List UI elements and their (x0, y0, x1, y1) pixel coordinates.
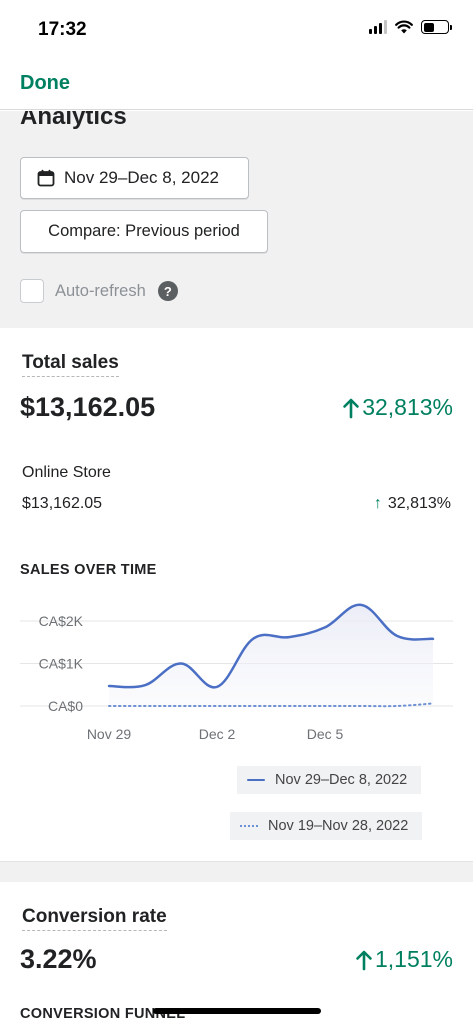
status-icons (369, 20, 452, 34)
conversion-rate-title[interactable]: Conversion rate (22, 906, 167, 931)
arrow-up-icon (356, 950, 372, 970)
page-title: Analytics (20, 111, 127, 130)
total-sales-growth: 32,813% (342, 394, 453, 421)
x-tick-label: Nov 29 (87, 726, 132, 742)
status-bar: 17:32 (0, 0, 473, 62)
legend-current-period[interactable]: Nov 29–Dec 8, 2022 (237, 766, 422, 794)
top-navigation-bar: Done (0, 62, 473, 110)
conversion-rate-card: Conversion rate 3.22% 1,151% CONVERSION … (0, 882, 473, 1024)
calendar-icon (37, 169, 55, 187)
analytics-controls: Analytics Nov 29–Dec 8, 2022 Compare: Pr… (0, 111, 473, 328)
legend-previous-label: Nov 19–Nov 28, 2022 (268, 818, 409, 834)
y-tick-label: CA$1K (39, 656, 84, 672)
legend-solid-swatch (247, 778, 265, 782)
wifi-icon (395, 20, 413, 34)
cellular-signal-icon (369, 20, 387, 34)
channel-value: $13,162.05 (22, 495, 103, 512)
sales-over-time-chart: CA$2K CA$1K CA$0 Nov 29 Dec 2 Dec 5 (20, 603, 453, 742)
conversion-funnel-title: CONVERSION FUNNEL (20, 1006, 186, 1022)
total-sales-card: Total sales $13,162.05 32,813% Online St… (0, 328, 473, 862)
channel-name: Online Store (22, 464, 111, 481)
auto-refresh-row: Auto-refresh ? (20, 279, 178, 303)
auto-refresh-checkbox[interactable] (20, 279, 44, 303)
previous-period-line (108, 702, 434, 708)
done-button[interactable]: Done (20, 72, 70, 94)
date-range-button[interactable]: Nov 29–Dec 8, 2022 (20, 157, 249, 199)
total-sales-value: $13,162.05 (20, 392, 156, 422)
conversion-rate-growth: 1,151% (355, 946, 453, 973)
compare-button[interactable]: Compare: Previous period (20, 210, 268, 253)
x-tick-label: Dec 5 (307, 726, 344, 742)
legend-previous-period[interactable]: Nov 19–Nov 28, 2022 (230, 812, 423, 840)
conversion-rate-value: 3.22% (20, 944, 97, 974)
sales-over-time-title: SALES OVER TIME (20, 562, 157, 578)
arrow-up-icon: ↑ (373, 495, 382, 512)
conversion-rate-growth-value: 1,151% (374, 946, 453, 972)
status-time: 17:32 (38, 19, 87, 40)
auto-refresh-label: Auto-refresh (55, 281, 146, 300)
x-tick-label: Dec 2 (199, 726, 236, 742)
legend-current-label: Nov 29–Dec 8, 2022 (275, 772, 408, 788)
arrow-up-icon (343, 398, 359, 418)
legend-dotted-swatch (240, 825, 258, 827)
current-period-line (107, 603, 435, 689)
help-icon[interactable]: ? (157, 281, 178, 301)
date-range-label: Nov 29–Dec 8, 2022 (64, 168, 219, 187)
y-tick-label: CA$2K (39, 613, 84, 629)
battery-icon (421, 20, 452, 34)
total-sales-growth-value: 32,813% (362, 394, 453, 420)
total-sales-title[interactable]: Total sales (22, 352, 119, 377)
channel-growth-value: 32,813% (387, 495, 451, 512)
home-indicator (153, 1008, 321, 1014)
current-period-area (109, 604, 433, 706)
card-separator (0, 862, 473, 882)
y-tick-label: CA$0 (48, 698, 83, 714)
channel-growth: ↑ 32,813% (374, 495, 451, 513)
